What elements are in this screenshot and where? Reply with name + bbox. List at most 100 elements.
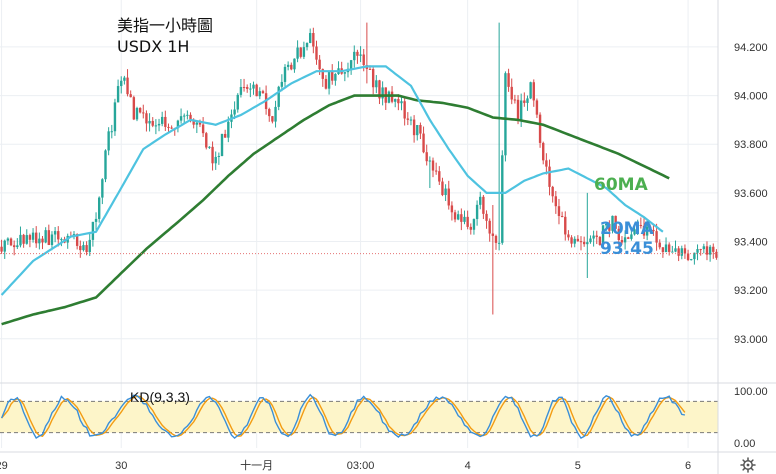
candle-body bbox=[497, 242, 501, 244]
candle-body bbox=[526, 98, 529, 103]
candle-body bbox=[160, 116, 164, 124]
candle-body bbox=[19, 234, 22, 246]
candle-body bbox=[406, 118, 410, 120]
candle-body bbox=[519, 100, 523, 120]
candle-body bbox=[47, 230, 51, 246]
candle-body bbox=[605, 223, 608, 226]
time-tick-label: 十一月 bbox=[240, 458, 273, 472]
candle-body bbox=[220, 133, 224, 157]
candle-body bbox=[649, 226, 652, 230]
candle-body bbox=[283, 66, 287, 82]
candle-body bbox=[296, 47, 299, 59]
candle-body bbox=[655, 231, 658, 243]
candle-body bbox=[214, 156, 217, 164]
candle-body bbox=[362, 54, 365, 66]
candle-body bbox=[403, 101, 406, 119]
candle-body bbox=[198, 122, 202, 125]
candle-body bbox=[532, 82, 535, 101]
candle-body bbox=[598, 236, 602, 245]
candle-body bbox=[208, 146, 211, 148]
candle-body bbox=[82, 245, 85, 251]
candle-body bbox=[664, 244, 668, 253]
candle-body bbox=[466, 216, 469, 227]
candle-body bbox=[686, 253, 690, 261]
candle-body bbox=[557, 206, 561, 217]
settings-gear-icon[interactable] bbox=[740, 457, 756, 473]
candle-body bbox=[573, 238, 576, 244]
candle-body bbox=[205, 133, 208, 148]
candle-body bbox=[510, 86, 513, 100]
candle-body bbox=[290, 64, 293, 70]
candle-body bbox=[145, 113, 148, 124]
price-tick-label: 94.200 bbox=[734, 42, 768, 54]
candle-body bbox=[227, 121, 230, 138]
candle-body bbox=[453, 212, 457, 220]
candle-body bbox=[192, 119, 195, 125]
candle-body bbox=[249, 88, 252, 90]
candle-body bbox=[179, 116, 183, 121]
candle-body bbox=[113, 102, 117, 132]
kd-tick-label: 100.00 bbox=[734, 386, 768, 398]
candle-body bbox=[608, 223, 611, 231]
candle-body bbox=[645, 226, 649, 236]
candle-body bbox=[324, 78, 328, 89]
chart-subtitle: USDX 1H bbox=[117, 37, 189, 56]
candle-body bbox=[280, 81, 284, 87]
candle-body bbox=[693, 252, 696, 260]
candle-body bbox=[554, 196, 558, 207]
price-tick-label: 93.200 bbox=[734, 285, 768, 297]
candle-body bbox=[305, 42, 309, 48]
candle-body bbox=[186, 114, 189, 116]
candle-body bbox=[239, 87, 243, 95]
candle-body bbox=[57, 231, 60, 240]
candle-body bbox=[620, 239, 624, 243]
candle-body bbox=[705, 246, 709, 255]
candle-body bbox=[592, 235, 595, 239]
candle-body bbox=[343, 72, 347, 74]
candle-body bbox=[516, 99, 520, 120]
candle-body bbox=[419, 125, 422, 134]
candle-body bbox=[16, 245, 19, 248]
candle-body bbox=[712, 246, 715, 252]
candle-body bbox=[334, 73, 337, 81]
candle-body bbox=[371, 69, 375, 88]
candle-body bbox=[438, 171, 441, 182]
candle-body bbox=[387, 91, 391, 103]
candle-body bbox=[504, 73, 507, 156]
candle-body bbox=[246, 87, 249, 89]
chart-title: 美指一小時圖 bbox=[117, 16, 213, 35]
candle-body bbox=[441, 181, 444, 196]
candle-body bbox=[491, 233, 495, 236]
candle-body bbox=[98, 197, 101, 219]
candle-body bbox=[104, 150, 107, 180]
candle-body bbox=[50, 234, 54, 246]
time-tick-label: 29 bbox=[0, 460, 8, 472]
candle-body bbox=[25, 235, 28, 244]
candle-body bbox=[671, 251, 674, 253]
candle-body bbox=[431, 160, 435, 171]
ma60-line bbox=[1, 94, 670, 326]
candle-body bbox=[299, 47, 302, 57]
candle-body bbox=[488, 220, 491, 234]
candle-body bbox=[582, 241, 586, 245]
candle-body bbox=[529, 82, 532, 99]
candle-body bbox=[696, 249, 699, 253]
kd-k-line bbox=[0, 393, 686, 440]
current-price-label: 93.45 bbox=[600, 239, 654, 259]
candle-body bbox=[22, 234, 25, 244]
candle-body bbox=[242, 87, 246, 89]
candle-body bbox=[513, 99, 517, 101]
candle-body bbox=[564, 216, 567, 235]
candle-body bbox=[138, 108, 142, 113]
candle-body bbox=[167, 126, 170, 128]
candle-body bbox=[252, 84, 255, 89]
candle-body bbox=[60, 239, 63, 241]
candle-body bbox=[356, 51, 359, 56]
candle-body bbox=[680, 248, 683, 256]
moving-average-lines bbox=[0, 65, 670, 326]
candle-body bbox=[126, 77, 129, 95]
candle-body bbox=[223, 133, 227, 138]
candle-body bbox=[397, 99, 400, 104]
candle-body bbox=[715, 251, 718, 258]
candle-body bbox=[151, 120, 154, 126]
